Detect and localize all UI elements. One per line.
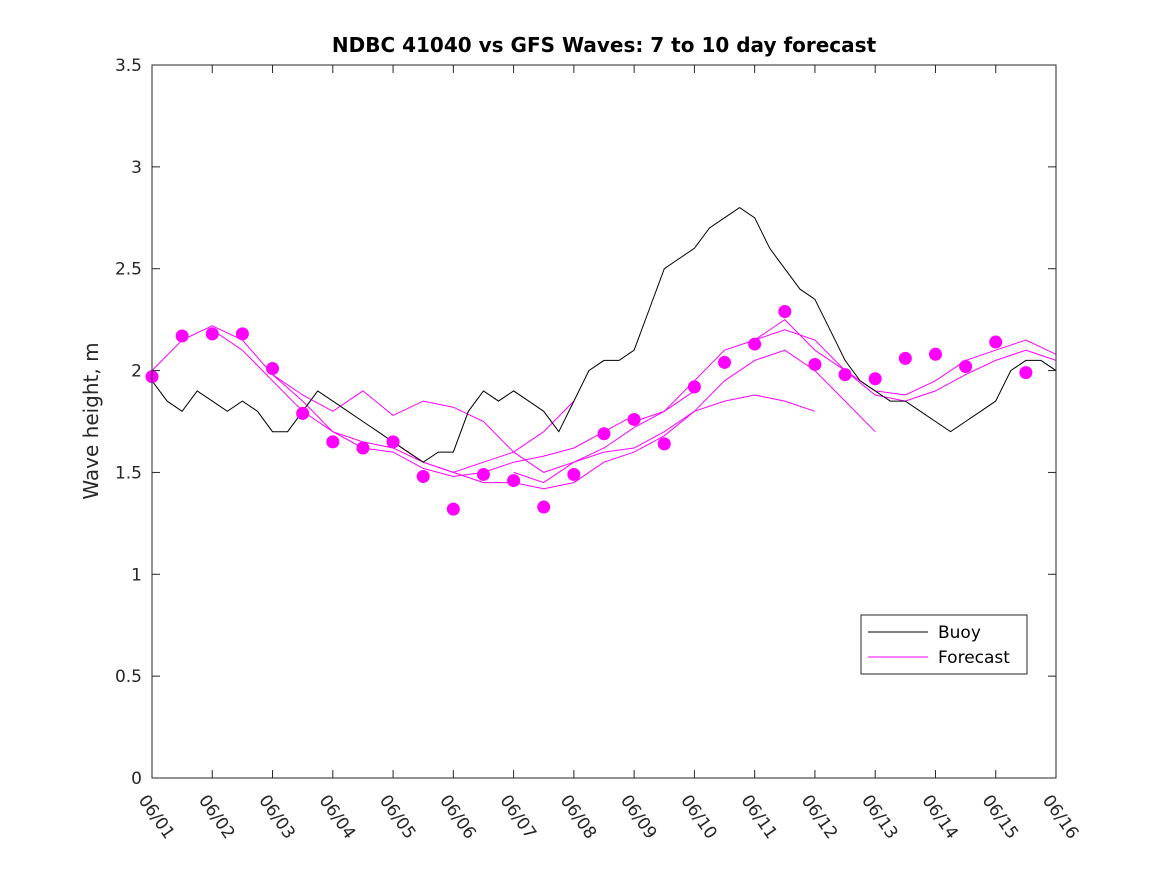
- forecast-marker: [416, 470, 430, 484]
- legend-forecast-label: Forecast: [938, 648, 1010, 668]
- y-tick-label: 3: [131, 158, 142, 178]
- forecast-marker: [928, 347, 942, 361]
- forecast-marker: [718, 355, 732, 369]
- legend: Buoy Forecast: [860, 614, 1028, 675]
- forecast-marker: [748, 337, 762, 351]
- forecast-marker: [838, 368, 852, 382]
- forecast-marker: [627, 412, 641, 426]
- forecast-marker: [205, 327, 219, 341]
- forecast-line: [272, 374, 695, 473]
- forecast-marker: [537, 500, 551, 514]
- series-layer: [145, 206, 1057, 516]
- y-axis: 0 0.5 1 1.5 2 2.5 3 3.5: [115, 56, 1056, 789]
- y-tick-label: 1: [131, 565, 142, 585]
- y-tick-label: 0.5: [115, 667, 142, 687]
- y-tick-label: 2.5: [115, 260, 142, 280]
- forecast-marker: [808, 357, 822, 371]
- forecast-marker: [657, 437, 671, 451]
- forecast-marker: [326, 435, 340, 449]
- forecast-marker: [898, 351, 912, 365]
- y-tick-label: 2: [131, 362, 142, 382]
- forecast-marker: [567, 467, 581, 481]
- forecast-marker: [507, 474, 521, 488]
- forecast-marker: [989, 335, 1003, 349]
- y-axis-label: Wave height, m: [79, 342, 103, 499]
- forecast-marker: [1019, 366, 1033, 380]
- forecast-line: [754, 318, 1057, 396]
- forecast-marker: [778, 304, 792, 318]
- forecast-marker: [959, 359, 973, 373]
- chart-title: NDBC 41040 vs GFS Waves: 7 to 10 day for…: [332, 33, 877, 57]
- legend-buoy-label: Buoy: [938, 623, 981, 643]
- forecast-marker: [476, 467, 490, 481]
- forecast-marker: [175, 329, 189, 343]
- forecast-marker: [868, 372, 882, 386]
- forecast-marker: [296, 406, 310, 420]
- forecast-marker: [386, 435, 400, 449]
- y-tick-label: 0: [131, 769, 142, 789]
- forecast-line: [212, 329, 635, 478]
- forecast-marker: [235, 327, 249, 341]
- forecast-marker: [446, 502, 460, 516]
- forecast-marker: [266, 362, 280, 376]
- y-tick-label: 3.5: [115, 56, 142, 76]
- legend-box: [860, 614, 1028, 675]
- forecast-marker: [687, 380, 701, 394]
- forecast-marker: [356, 441, 370, 455]
- plot-frame: [151, 64, 1057, 779]
- forecast-line: [392, 394, 816, 490]
- forecast-marker: [597, 427, 611, 441]
- y-tick-label: 1.5: [115, 463, 142, 483]
